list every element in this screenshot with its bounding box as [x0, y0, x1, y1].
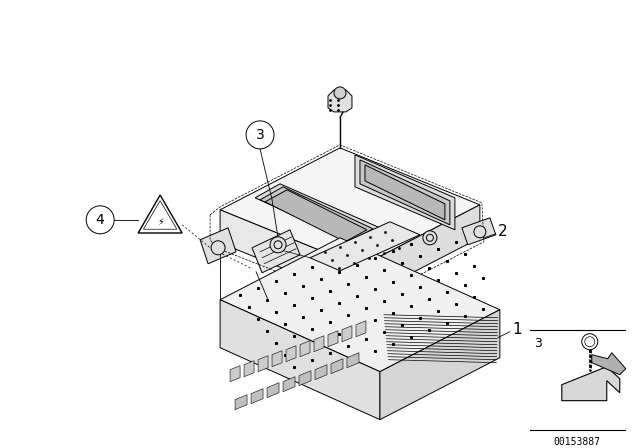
Circle shape: [423, 231, 437, 245]
Polygon shape: [265, 190, 367, 242]
Polygon shape: [220, 210, 360, 300]
Circle shape: [246, 121, 274, 149]
Polygon shape: [230, 366, 240, 382]
Polygon shape: [347, 353, 359, 368]
Polygon shape: [380, 310, 500, 420]
Polygon shape: [315, 365, 327, 379]
Circle shape: [474, 226, 486, 238]
Polygon shape: [328, 90, 352, 112]
Polygon shape: [220, 148, 480, 267]
Circle shape: [211, 241, 225, 255]
Polygon shape: [331, 359, 343, 374]
Circle shape: [334, 87, 346, 99]
Polygon shape: [342, 326, 352, 342]
Circle shape: [86, 206, 114, 234]
Text: 3: 3: [255, 128, 264, 142]
Polygon shape: [283, 377, 295, 392]
Polygon shape: [260, 187, 373, 242]
Polygon shape: [138, 195, 182, 233]
Polygon shape: [286, 346, 296, 362]
Polygon shape: [143, 201, 177, 229]
Circle shape: [582, 334, 598, 350]
Polygon shape: [300, 341, 310, 357]
Text: 2: 2: [498, 224, 508, 239]
Polygon shape: [328, 331, 338, 347]
Text: 00153887: 00153887: [554, 437, 600, 447]
Text: 3: 3: [534, 337, 541, 350]
Polygon shape: [299, 370, 311, 386]
Text: 4: 4: [96, 213, 104, 227]
Polygon shape: [200, 228, 236, 264]
Polygon shape: [355, 155, 455, 230]
Polygon shape: [562, 367, 620, 401]
Polygon shape: [251, 389, 263, 404]
Polygon shape: [272, 351, 282, 367]
Polygon shape: [356, 321, 366, 337]
Polygon shape: [360, 205, 480, 300]
Polygon shape: [310, 222, 420, 271]
Polygon shape: [314, 336, 324, 352]
Text: ⚡: ⚡: [157, 217, 164, 227]
Polygon shape: [244, 361, 254, 377]
Circle shape: [270, 237, 286, 253]
Polygon shape: [592, 353, 626, 375]
Polygon shape: [220, 300, 380, 420]
Polygon shape: [462, 218, 496, 245]
Polygon shape: [360, 160, 450, 225]
Polygon shape: [252, 230, 300, 273]
Text: 1: 1: [512, 322, 522, 337]
Polygon shape: [220, 238, 500, 372]
Polygon shape: [255, 184, 380, 242]
Polygon shape: [365, 165, 445, 220]
Polygon shape: [235, 395, 247, 409]
Polygon shape: [267, 383, 279, 398]
Polygon shape: [258, 356, 268, 372]
